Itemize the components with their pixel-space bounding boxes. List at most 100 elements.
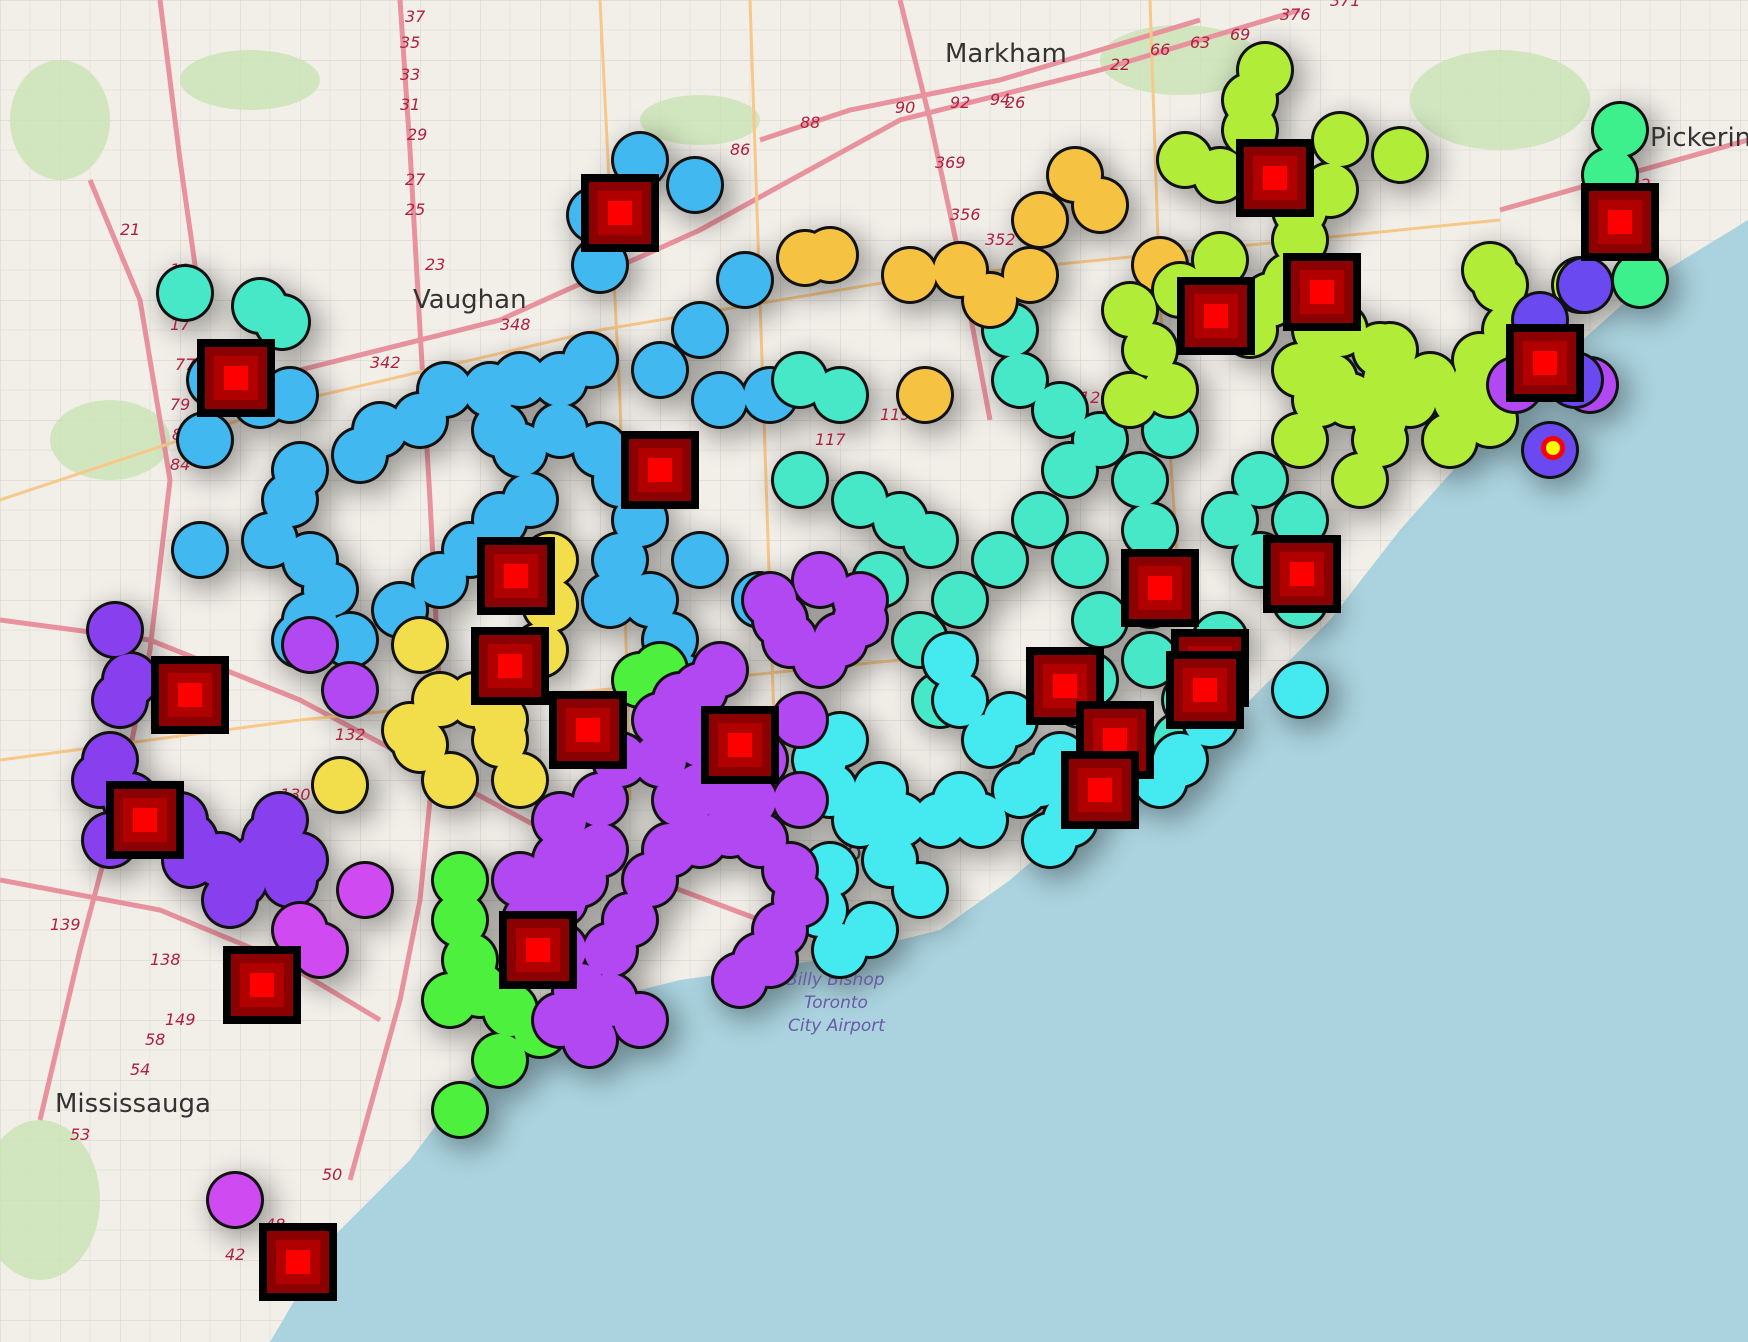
stop-circle[interactable] bbox=[264, 369, 316, 421]
stop-circle[interactable] bbox=[424, 974, 476, 1026]
highlighted-stop[interactable] bbox=[1541, 436, 1565, 460]
stop-circle[interactable] bbox=[1334, 454, 1386, 506]
stop-circle[interactable] bbox=[1274, 414, 1326, 466]
depot-marker[interactable] bbox=[106, 781, 184, 859]
depot-marker[interactable] bbox=[581, 174, 659, 252]
stop-circle[interactable] bbox=[904, 514, 956, 566]
depot-marker[interactable] bbox=[701, 706, 779, 784]
depot-marker[interactable] bbox=[1061, 751, 1139, 829]
stop-circle[interactable] bbox=[179, 414, 231, 466]
stop-circle[interactable] bbox=[624, 854, 676, 906]
stop-circle[interactable] bbox=[204, 874, 256, 926]
stop-circle[interactable] bbox=[774, 454, 826, 506]
stop-circle[interactable] bbox=[244, 814, 296, 866]
stop-circle[interactable] bbox=[494, 754, 546, 806]
stop-circle[interactable] bbox=[209, 1174, 261, 1226]
stop-circle[interactable] bbox=[284, 619, 336, 671]
stop-circle[interactable] bbox=[314, 759, 366, 811]
depot-marker[interactable] bbox=[1263, 535, 1341, 613]
stop-circle[interactable] bbox=[1044, 444, 1096, 496]
stop-circle[interactable] bbox=[1004, 249, 1056, 301]
stop-circle[interactable] bbox=[256, 296, 308, 348]
stop-circle[interactable] bbox=[339, 864, 391, 916]
stop-circle[interactable] bbox=[1014, 194, 1066, 246]
stop-circle[interactable] bbox=[434, 854, 486, 906]
stop-circle[interactable] bbox=[634, 694, 686, 746]
depot-marker[interactable] bbox=[1166, 651, 1244, 729]
stop-circle[interactable] bbox=[394, 619, 446, 671]
stop-circle[interactable] bbox=[1124, 324, 1176, 376]
stop-circle[interactable] bbox=[89, 604, 141, 656]
stop-circle[interactable] bbox=[974, 534, 1026, 586]
stop-circle[interactable] bbox=[394, 394, 446, 446]
stop-circle[interactable] bbox=[94, 674, 146, 726]
stop-circle[interactable] bbox=[934, 574, 986, 626]
depot-marker[interactable] bbox=[1283, 253, 1361, 331]
stop-circle[interactable] bbox=[984, 694, 1036, 746]
stop-circle[interactable] bbox=[1234, 454, 1286, 506]
stop-circle[interactable] bbox=[1594, 104, 1646, 156]
depot-marker[interactable] bbox=[1581, 183, 1659, 261]
stop-circle[interactable] bbox=[394, 719, 446, 771]
stop-circle[interactable] bbox=[464, 364, 516, 416]
stop-circle[interactable] bbox=[654, 774, 706, 826]
stop-circle[interactable] bbox=[1014, 494, 1066, 546]
stop-circle[interactable] bbox=[1194, 234, 1246, 286]
stop-circle[interactable] bbox=[1124, 634, 1176, 686]
stop-circle[interactable] bbox=[424, 754, 476, 806]
stop-circle[interactable] bbox=[884, 249, 936, 301]
stop-circle[interactable] bbox=[934, 774, 986, 826]
stop-circle[interactable] bbox=[814, 369, 866, 421]
stop-circle[interactable] bbox=[1559, 259, 1611, 311]
stop-circle[interactable] bbox=[894, 864, 946, 916]
depot-marker[interactable] bbox=[477, 537, 555, 615]
stop-circle[interactable] bbox=[774, 354, 826, 406]
stop-circle[interactable] bbox=[584, 574, 636, 626]
stop-circle[interactable] bbox=[834, 574, 886, 626]
stop-circle[interactable] bbox=[804, 229, 856, 281]
stop-circle[interactable] bbox=[634, 734, 686, 786]
stop-circle[interactable] bbox=[1364, 324, 1416, 376]
stop-circle[interactable] bbox=[504, 474, 556, 526]
stop-circle[interactable] bbox=[674, 534, 726, 586]
depot-marker[interactable] bbox=[1177, 277, 1255, 355]
depot-marker[interactable] bbox=[223, 946, 301, 1024]
stop-circle[interactable] bbox=[774, 774, 826, 826]
stop-circle[interactable] bbox=[1204, 494, 1256, 546]
stop-circle[interactable] bbox=[934, 674, 986, 726]
stop-circle[interactable] bbox=[1124, 504, 1176, 556]
stop-circle[interactable] bbox=[614, 134, 666, 186]
stop-circle[interactable] bbox=[1144, 404, 1196, 456]
stop-circle[interactable] bbox=[244, 514, 296, 566]
stop-circle[interactable] bbox=[474, 1034, 526, 1086]
depot-marker[interactable] bbox=[259, 1223, 337, 1301]
stop-circle[interactable] bbox=[624, 574, 676, 626]
stop-circle[interactable] bbox=[994, 354, 1046, 406]
stop-circle[interactable] bbox=[744, 574, 796, 626]
stop-circle[interactable] bbox=[1194, 149, 1246, 201]
stop-circle[interactable] bbox=[1114, 454, 1166, 506]
stop-circle[interactable] bbox=[264, 474, 316, 526]
stop-circle[interactable] bbox=[1424, 414, 1476, 466]
stop-circle[interactable] bbox=[584, 974, 636, 1026]
stop-circle[interactable] bbox=[534, 794, 586, 846]
stop-circle[interactable] bbox=[334, 429, 386, 481]
stop-circle[interactable] bbox=[1104, 374, 1156, 426]
stop-circle[interactable] bbox=[794, 554, 846, 606]
depot-marker[interactable] bbox=[151, 656, 229, 734]
stop-circle[interactable] bbox=[774, 694, 826, 746]
stop-circle[interactable] bbox=[1104, 284, 1156, 336]
stop-circle[interactable] bbox=[634, 344, 686, 396]
depot-marker[interactable] bbox=[621, 431, 699, 509]
stop-circle[interactable] bbox=[1154, 734, 1206, 786]
stop-circle[interactable] bbox=[434, 894, 486, 946]
stop-circle[interactable] bbox=[1354, 414, 1406, 466]
stop-circle[interactable] bbox=[844, 904, 896, 956]
stop-circle[interactable] bbox=[1614, 254, 1666, 306]
stop-circle[interactable] bbox=[574, 774, 626, 826]
stop-circle[interactable] bbox=[1474, 259, 1526, 311]
stop-circle[interactable] bbox=[899, 369, 951, 421]
depot-marker[interactable] bbox=[549, 691, 627, 769]
stop-circle[interactable] bbox=[1294, 374, 1346, 426]
